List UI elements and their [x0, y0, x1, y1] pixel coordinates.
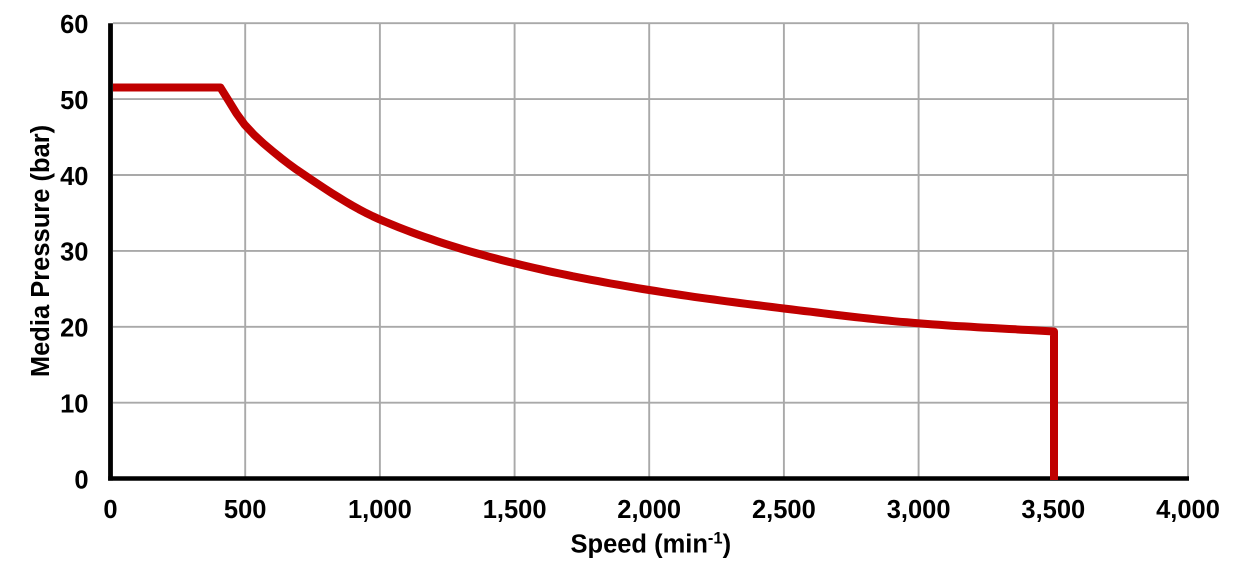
svg-text:3,000: 3,000 — [887, 496, 951, 524]
svg-text:Speed (min-1): Speed (min-1) — [570, 530, 731, 559]
svg-text:2,000: 2,000 — [617, 496, 681, 524]
svg-text:40: 40 — [60, 163, 88, 191]
svg-text:20: 20 — [60, 315, 88, 343]
svg-text:10: 10 — [60, 391, 88, 419]
svg-text:3,500: 3,500 — [1021, 496, 1085, 524]
svg-text:2,500: 2,500 — [752, 496, 816, 524]
svg-text:500: 500 — [224, 496, 267, 524]
svg-text:0: 0 — [103, 496, 117, 524]
svg-text:60: 60 — [60, 11, 88, 39]
svg-text:0: 0 — [74, 466, 88, 494]
svg-text:50: 50 — [60, 87, 88, 115]
svg-text:1,500: 1,500 — [483, 496, 547, 524]
svg-text:30: 30 — [60, 239, 88, 267]
svg-text:1,000: 1,000 — [348, 496, 412, 524]
svg-text:4,000: 4,000 — [1156, 496, 1220, 524]
svg-text:Media Pressure (bar): Media Pressure (bar) — [27, 125, 55, 377]
